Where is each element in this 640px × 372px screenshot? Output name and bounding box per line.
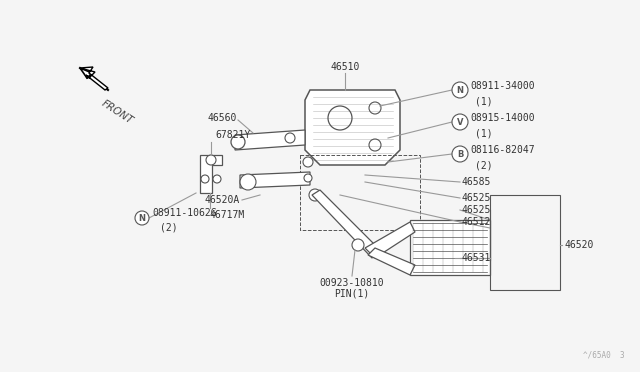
Circle shape [309, 189, 321, 201]
Text: 08915-14000: 08915-14000 [470, 113, 534, 123]
Text: 08911-1062G: 08911-1062G [152, 208, 216, 218]
Circle shape [328, 106, 352, 130]
Text: (2): (2) [160, 222, 178, 232]
Circle shape [304, 174, 312, 182]
Circle shape [206, 155, 216, 165]
Text: 46717M: 46717M [210, 210, 245, 220]
Circle shape [303, 157, 313, 167]
Bar [300, 155, 420, 230]
Text: ^/65A0  3: ^/65A0 3 [584, 351, 625, 360]
Circle shape [231, 135, 245, 149]
Polygon shape [365, 222, 415, 258]
Text: N: N [456, 86, 463, 94]
Text: 46525: 46525 [462, 193, 492, 203]
Circle shape [213, 175, 221, 183]
Text: V: V [457, 118, 463, 126]
Text: 46510: 46510 [330, 62, 360, 72]
Polygon shape [312, 190, 380, 258]
Text: PIN(1): PIN(1) [334, 288, 370, 298]
Text: 46585: 46585 [462, 177, 492, 187]
Circle shape [135, 211, 149, 225]
Polygon shape [200, 155, 222, 193]
Circle shape [352, 239, 364, 251]
Text: (1): (1) [475, 128, 493, 138]
Text: B: B [457, 150, 463, 158]
Text: (1): (1) [475, 96, 493, 106]
Text: 08911-34000: 08911-34000 [470, 81, 534, 91]
Text: FRONT: FRONT [100, 98, 135, 126]
Polygon shape [240, 172, 310, 188]
Text: 08116-82047: 08116-82047 [470, 145, 534, 155]
Polygon shape [235, 130, 305, 150]
Circle shape [369, 102, 381, 114]
Text: 46531: 46531 [462, 253, 492, 263]
Circle shape [240, 174, 256, 190]
Bar [490, 195, 560, 290]
Text: 46525: 46525 [462, 205, 492, 215]
Text: 46512: 46512 [462, 217, 492, 227]
Bar [410, 220, 490, 275]
Circle shape [201, 175, 209, 183]
Text: N: N [138, 214, 145, 222]
Text: 46520A: 46520A [205, 195, 240, 205]
Text: (2): (2) [475, 160, 493, 170]
Circle shape [285, 133, 295, 143]
Polygon shape [305, 90, 400, 165]
Circle shape [452, 146, 468, 162]
Circle shape [369, 139, 381, 151]
Text: 00923-10810: 00923-10810 [320, 278, 384, 288]
Text: 46520: 46520 [565, 240, 595, 250]
Polygon shape [80, 67, 108, 90]
Polygon shape [80, 68, 92, 78]
Text: 46560: 46560 [207, 113, 237, 123]
Circle shape [452, 114, 468, 130]
Circle shape [452, 82, 468, 98]
Polygon shape [368, 248, 415, 275]
Text: 67821Y: 67821Y [215, 130, 250, 140]
